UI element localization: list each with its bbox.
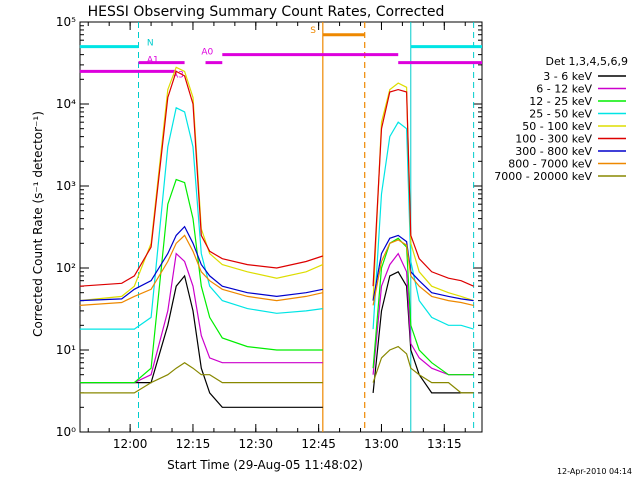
legend-label: 12 - 25 keV	[529, 95, 592, 108]
x-tick-label: 13:15	[427, 437, 462, 451]
series-line-7000-20000-kev	[79, 345, 474, 394]
y-tick-label: 10⁴	[56, 97, 76, 111]
series-line-100-300-kev	[79, 70, 474, 287]
attenuator-label: A3	[172, 71, 184, 81]
x-tick-label: 12:15	[176, 437, 211, 451]
y-axis-label: Corrected Count Rate (s⁻¹ detector⁻¹)	[31, 111, 45, 337]
x-tick-label: 12:45	[301, 437, 336, 451]
saa-label: S	[310, 26, 316, 36]
legend-label: 3 - 6 keV	[543, 70, 592, 83]
y-tick-label: 10⁵	[56, 15, 76, 29]
legend-label: 800 - 7000 keV	[508, 158, 592, 171]
y-tick-label: 10³	[56, 179, 76, 193]
legend-label: 25 - 50 keV	[529, 108, 592, 121]
y-tick-label: 10²	[56, 261, 76, 275]
y-tick-label: 10⁰	[56, 425, 76, 439]
footer-timestamp: 12-Apr-2010 04:14	[557, 467, 632, 476]
x-tick-label: 13:00	[364, 437, 399, 451]
legend-label: 300 - 800 keV	[515, 145, 592, 158]
series-line-25-50-kev	[79, 106, 474, 330]
chart-title: HESSI Observing Summary Count Rates, Cor…	[88, 4, 445, 20]
legend-label: 6 - 12 keV	[536, 83, 592, 96]
x-tick-label: 12:30	[238, 437, 273, 451]
series-line-3-6-kev	[79, 271, 474, 408]
x-tick-label: 12:00	[113, 437, 148, 451]
attenuator-label: A1	[147, 56, 159, 66]
series-line-800-7000-kev	[79, 234, 474, 306]
x-axis-label: Start Time (29-Aug-05 11:48:02)	[167, 458, 363, 472]
plot-area: 10⁰ 10¹ 10² 10³ 10⁴ 10⁵ 12:00 12:15 12:30 12:45 13…	[56, 15, 483, 451]
attenuator-label: A0	[201, 48, 213, 58]
y-tick-label: 10¹	[56, 343, 76, 357]
night-label: N	[147, 38, 154, 48]
legend-label: 7000 - 20000 keV	[494, 170, 592, 183]
series-line-12-25-kev	[79, 178, 474, 384]
plot-frame	[79, 21, 483, 433]
legend-title: Det 1,3,4,5,6,9	[545, 55, 628, 68]
legend-label: 50 - 100 keV	[522, 120, 592, 133]
legend-label: 100 - 300 keV	[515, 133, 592, 146]
series-line-50-100-kev	[79, 66, 474, 302]
